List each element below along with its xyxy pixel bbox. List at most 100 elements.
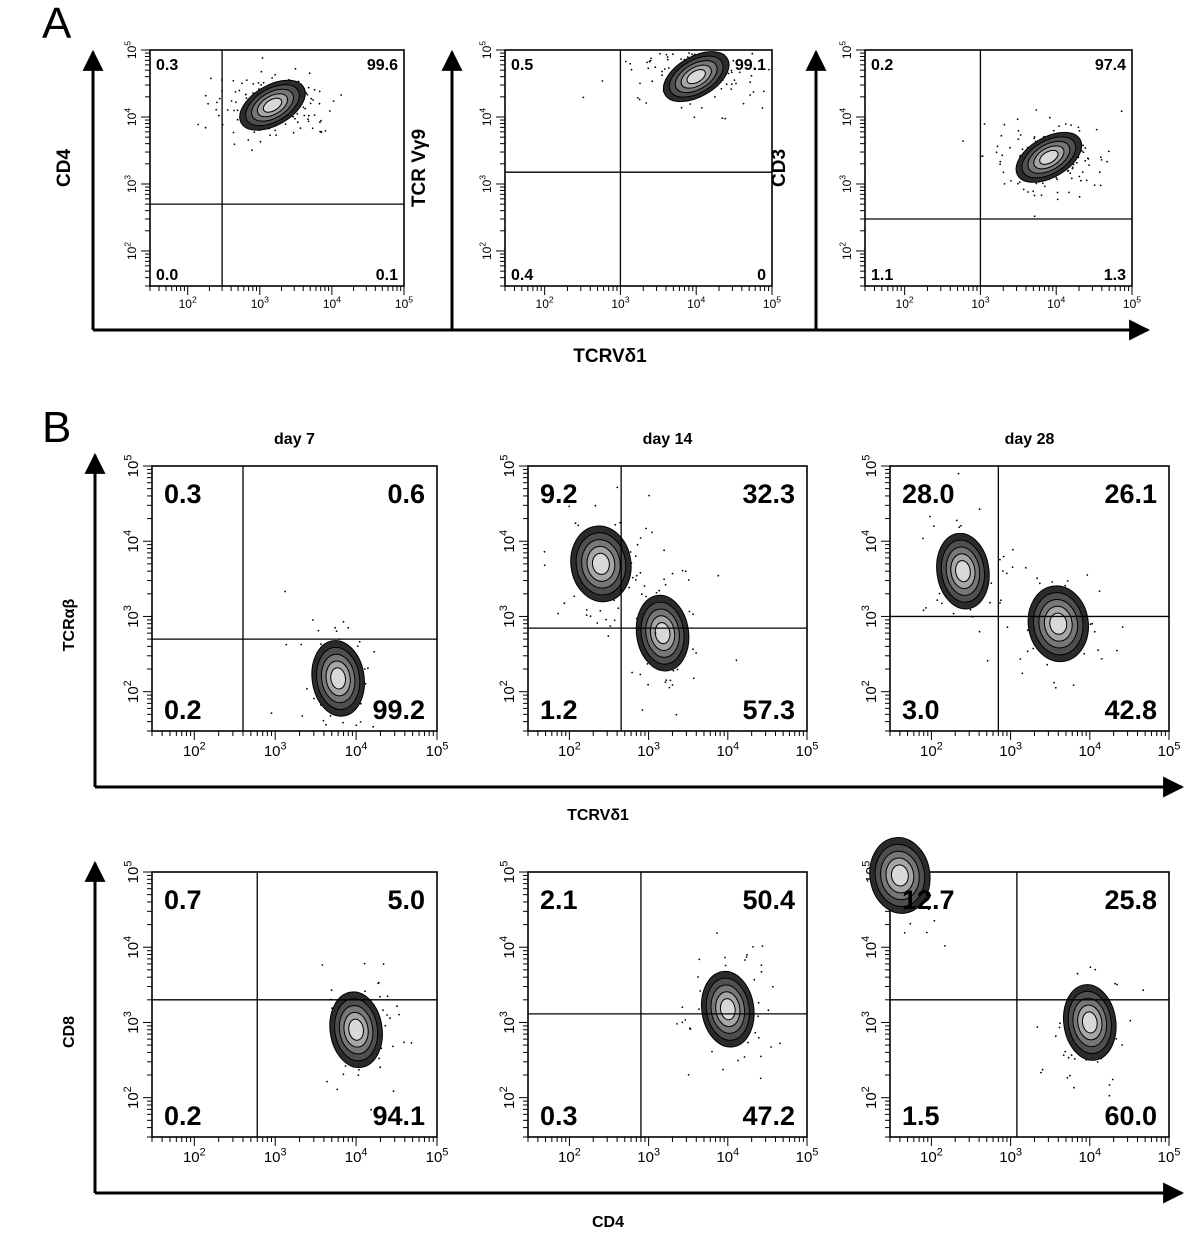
event-dot bbox=[252, 92, 254, 94]
tick-label: 102 bbox=[123, 242, 139, 260]
event-dot bbox=[664, 583, 667, 586]
event-dot bbox=[1093, 184, 1096, 187]
event-dot bbox=[596, 622, 599, 624]
event-dot bbox=[357, 645, 359, 647]
event-dot bbox=[1100, 159, 1103, 161]
tick-label: 103 bbox=[478, 175, 494, 193]
event-dot bbox=[1084, 159, 1087, 162]
event-dot bbox=[1115, 1038, 1118, 1040]
event-dot bbox=[1040, 1071, 1042, 1074]
tick-label: 103 bbox=[251, 295, 269, 311]
quadrant-percentage-upper-left: 0.5 bbox=[511, 57, 533, 74]
event-dot bbox=[711, 1050, 713, 1053]
event-dot bbox=[1018, 181, 1021, 184]
event-dot bbox=[306, 687, 308, 690]
event-dot bbox=[363, 668, 366, 670]
event-dot bbox=[1040, 194, 1043, 197]
event-dot bbox=[378, 1057, 380, 1060]
event-dot bbox=[743, 1056, 746, 1058]
event-dot bbox=[1035, 182, 1038, 185]
event-dot bbox=[235, 101, 237, 103]
event-dot bbox=[1003, 123, 1006, 126]
tick-label: 103 bbox=[999, 740, 1022, 760]
event-dot bbox=[1085, 179, 1088, 182]
event-dot bbox=[1046, 663, 1049, 666]
event-dot bbox=[631, 576, 634, 579]
event-dot bbox=[941, 602, 943, 605]
event-dot bbox=[1041, 182, 1044, 185]
quadrant-percentage-lower-right: 0.1 bbox=[376, 267, 398, 284]
event-dot bbox=[392, 1045, 394, 1048]
event-dot bbox=[634, 555, 637, 557]
tick-label: 102 bbox=[896, 295, 914, 311]
event-dot bbox=[922, 609, 925, 612]
tick-label: 103 bbox=[264, 740, 287, 760]
event-dot bbox=[589, 615, 592, 618]
event-dot bbox=[318, 90, 321, 93]
event-dot bbox=[364, 682, 367, 685]
event-dot bbox=[996, 145, 999, 148]
event-dot bbox=[274, 73, 277, 76]
event-dot bbox=[260, 70, 263, 73]
event-dot bbox=[1064, 1050, 1067, 1053]
tick-label: 104 bbox=[122, 530, 142, 553]
event-dot bbox=[1078, 130, 1081, 132]
event-dot bbox=[658, 589, 661, 592]
event-dot bbox=[727, 72, 730, 75]
event-dot bbox=[357, 1074, 360, 1076]
event-dot bbox=[245, 79, 248, 81]
event-dot bbox=[367, 667, 369, 670]
event-dot bbox=[666, 56, 669, 58]
event-dot bbox=[1081, 150, 1083, 152]
event-dot bbox=[379, 1066, 382, 1069]
quadrant-percentage-upper-right: 26.1 bbox=[1104, 479, 1157, 509]
event-dot bbox=[1019, 658, 1022, 660]
event-dot bbox=[957, 472, 960, 475]
quadrant-percentage-upper-left: 0.7 bbox=[164, 885, 202, 915]
tick-label: 104 bbox=[838, 108, 854, 126]
event-dot bbox=[757, 1036, 760, 1039]
event-dot bbox=[770, 1046, 772, 1048]
quadrant-percentage-upper-left: 12.7 bbox=[902, 885, 955, 915]
event-dot bbox=[543, 564, 546, 567]
event-dot bbox=[1019, 134, 1022, 136]
plot-frame bbox=[527, 871, 808, 1138]
plot-frame bbox=[504, 49, 773, 287]
plot-panel-5: day 14 102 103 104 105 102 103 104 105 9.2 32.3 1.2… bbox=[498, 431, 818, 760]
event-dot bbox=[651, 80, 654, 83]
density-contour bbox=[1049, 612, 1068, 635]
event-dot bbox=[389, 1017, 391, 1020]
event-dot bbox=[681, 569, 684, 572]
quadrant-percentage-lower-right: 94.1 bbox=[372, 1101, 425, 1131]
event-dot bbox=[317, 629, 320, 632]
tick-label: 102 bbox=[183, 740, 206, 760]
event-dot bbox=[1056, 191, 1059, 194]
tick-label: 105 bbox=[763, 295, 781, 311]
event-dot bbox=[1088, 164, 1090, 167]
tick-label: 102 bbox=[920, 1146, 943, 1166]
event-dot bbox=[1006, 626, 1009, 628]
event-dot bbox=[236, 118, 239, 121]
event-dot bbox=[643, 585, 646, 587]
event-dot bbox=[969, 608, 972, 611]
quadrant-percentage-upper-right: 0.6 bbox=[387, 479, 425, 509]
event-dot bbox=[204, 94, 207, 97]
event-dot bbox=[767, 1009, 770, 1012]
event-dot bbox=[1098, 590, 1101, 592]
event-dot bbox=[648, 494, 650, 497]
event-dot bbox=[659, 52, 661, 55]
y-axis-label: TCR Vγ9 bbox=[409, 129, 430, 207]
event-dot bbox=[1077, 126, 1080, 129]
event-dot bbox=[342, 1073, 345, 1076]
event-dot bbox=[398, 1013, 400, 1016]
event-dot bbox=[1036, 577, 1038, 580]
event-dot bbox=[302, 106, 305, 109]
event-dot bbox=[307, 120, 310, 123]
quadrant-percentage-lower-left: 0.3 bbox=[540, 1101, 578, 1131]
event-dot bbox=[1021, 672, 1024, 675]
tick-label: 102 bbox=[860, 680, 880, 703]
event-dot bbox=[245, 97, 248, 100]
event-dot bbox=[342, 620, 345, 623]
event-dot bbox=[313, 114, 316, 116]
event-dot bbox=[1032, 190, 1035, 193]
